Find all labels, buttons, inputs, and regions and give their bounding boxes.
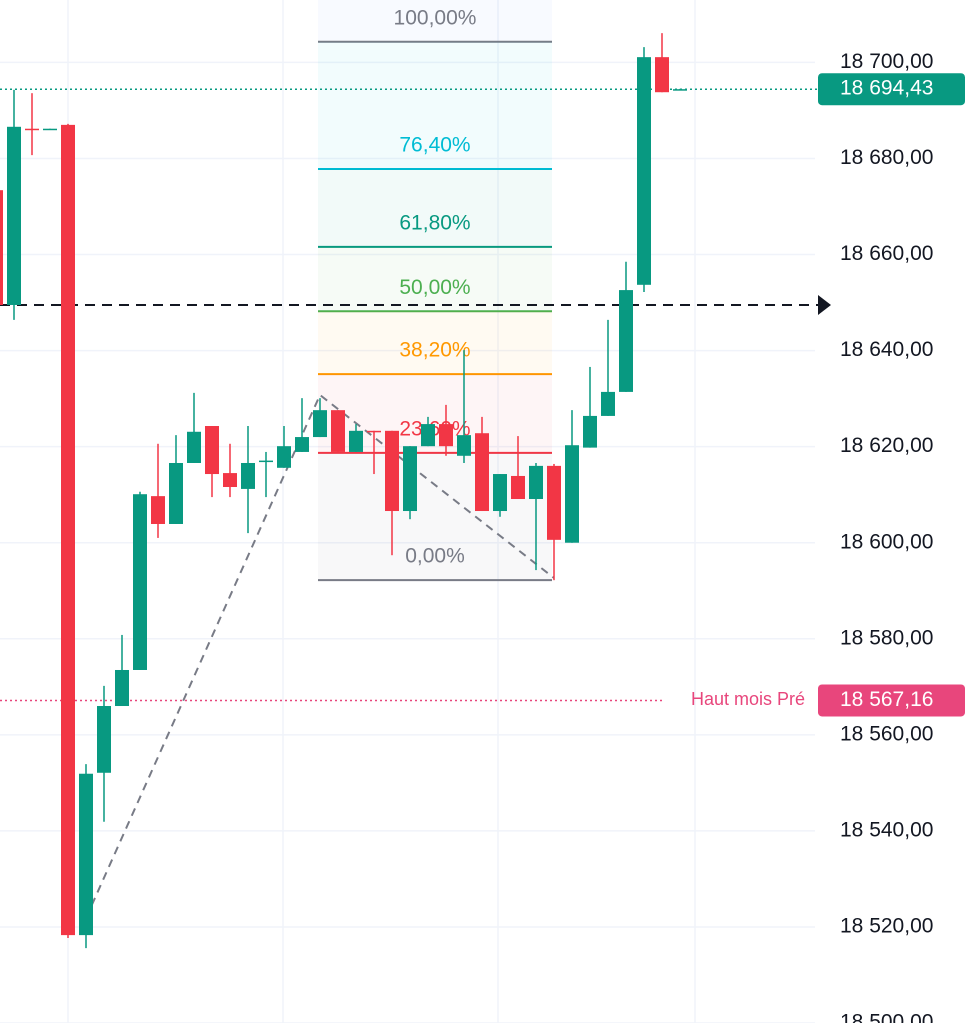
reference-badge xyxy=(818,684,965,717)
trend-lines xyxy=(85,393,555,919)
candle-body xyxy=(79,773,93,936)
last-price-label: 18 694,43 xyxy=(840,77,933,100)
candle-body xyxy=(0,190,3,305)
candle-body xyxy=(277,446,291,468)
candle-body xyxy=(511,475,525,500)
fib-band xyxy=(318,311,552,375)
candle-body xyxy=(133,494,147,670)
fib-label: 0,00% xyxy=(405,545,465,568)
candle-body xyxy=(583,415,597,448)
candle-body xyxy=(295,437,309,452)
y-tick-label: 18 520,00 xyxy=(840,914,933,937)
candle-body xyxy=(187,431,201,463)
candle-body xyxy=(529,465,543,500)
reference-line-name: Haut mois Pré xyxy=(691,689,805,709)
fib-label: 50,00% xyxy=(399,276,470,299)
last-price-badge xyxy=(818,73,965,106)
candle-body xyxy=(673,89,687,91)
fib-label: 38,20% xyxy=(399,339,470,362)
fib-band xyxy=(318,169,552,247)
candle-body xyxy=(547,465,561,540)
y-tick-label: 18 660,00 xyxy=(840,242,933,265)
candle-body xyxy=(439,424,453,447)
candle-body xyxy=(385,430,399,512)
trend-line xyxy=(85,393,555,919)
y-tick-label: 18 620,00 xyxy=(840,434,933,457)
y-tick-label: 18 600,00 xyxy=(840,530,933,553)
reference-badge-label: 18 567,16 xyxy=(840,688,933,711)
candle-body xyxy=(475,433,489,512)
candle-body xyxy=(205,426,219,475)
candle-body xyxy=(169,462,183,524)
fib-band xyxy=(318,452,552,581)
candle-body xyxy=(241,462,255,489)
price-lines: Haut mois Pré xyxy=(0,88,831,709)
candles xyxy=(0,33,687,949)
candle-body xyxy=(637,57,651,285)
y-tick-label: 18 680,00 xyxy=(840,146,933,169)
candle-body xyxy=(349,430,363,452)
candle-body xyxy=(25,128,39,131)
fibonacci: 100,00%76,40%61,80%50,00%38,20%23,60%0,0… xyxy=(318,6,552,582)
candle-body xyxy=(151,496,165,524)
candle-body xyxy=(421,424,435,447)
fib-label: 61,80% xyxy=(399,211,470,234)
fib-band xyxy=(318,246,552,312)
candle-body xyxy=(601,391,615,416)
candle-body xyxy=(367,430,381,433)
candle-body xyxy=(619,290,633,392)
candle-body xyxy=(403,446,417,512)
y-tick-label: 18 700,00 xyxy=(840,50,933,73)
candle-body xyxy=(7,126,21,305)
fib-band xyxy=(318,41,552,170)
candle-body xyxy=(43,128,57,131)
fib-label: 100,00% xyxy=(394,6,477,29)
fib-label: 76,40% xyxy=(399,134,470,157)
horizontal-line-arrow xyxy=(818,294,831,315)
candle-body xyxy=(115,669,129,707)
y-tick-label: 18 640,00 xyxy=(840,338,933,361)
candle-body xyxy=(97,706,111,773)
candle-body xyxy=(457,435,471,456)
y-tick-label: 18 560,00 xyxy=(840,722,933,745)
candle-body xyxy=(61,124,75,936)
candle-body xyxy=(655,57,669,93)
candle-body xyxy=(313,410,327,438)
candle-body xyxy=(493,474,507,512)
candle-body xyxy=(223,473,237,488)
candle-body xyxy=(331,410,345,452)
y-tick-label: 18 580,00 xyxy=(840,626,933,649)
candle-body xyxy=(565,445,579,543)
price-axis: 18 500,00 18 520,00 18 540,00 18 560,00 18 5… xyxy=(818,50,965,1023)
y-tick-label: 18 500,00 xyxy=(840,1011,933,1023)
grid xyxy=(0,0,815,1023)
candle-body xyxy=(259,460,273,463)
y-tick-label: 18 540,00 xyxy=(840,818,933,841)
